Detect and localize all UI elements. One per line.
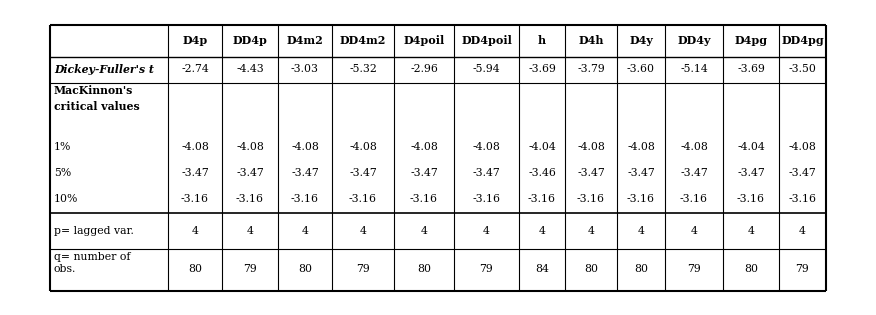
- Text: -3.79: -3.79: [577, 65, 604, 75]
- Text: -4.43: -4.43: [237, 65, 264, 75]
- Text: 80: 80: [634, 265, 648, 274]
- Text: -2.74: -2.74: [181, 65, 208, 75]
- Text: 4: 4: [192, 226, 199, 236]
- Text: D4y: D4y: [629, 35, 653, 46]
- Text: 4: 4: [246, 226, 253, 236]
- Text: -3.16: -3.16: [181, 194, 209, 204]
- Text: -3.50: -3.50: [788, 65, 816, 75]
- Text: 4: 4: [539, 226, 546, 236]
- Text: -3.03: -3.03: [291, 65, 319, 75]
- Text: -3.47: -3.47: [291, 169, 319, 179]
- Text: -3.16: -3.16: [291, 194, 319, 204]
- Text: 1%: 1%: [54, 142, 71, 152]
- Text: -3.47: -3.47: [788, 169, 816, 179]
- Text: 4: 4: [747, 226, 754, 236]
- Text: 84: 84: [535, 265, 549, 274]
- Text: DD4p: DD4p: [232, 35, 267, 46]
- Text: 79: 79: [244, 265, 257, 274]
- Text: -3.47: -3.47: [577, 169, 604, 179]
- Text: -3.16: -3.16: [472, 194, 500, 204]
- Text: -5.14: -5.14: [680, 65, 708, 75]
- Text: 4: 4: [588, 226, 595, 236]
- Text: -3.46: -3.46: [528, 169, 556, 179]
- Text: 4: 4: [359, 226, 366, 236]
- Text: -3.47: -3.47: [181, 169, 208, 179]
- Text: -4.04: -4.04: [737, 142, 765, 152]
- Text: -3.47: -3.47: [473, 169, 500, 179]
- Text: -4.08: -4.08: [236, 142, 264, 152]
- Text: -3.47: -3.47: [627, 169, 655, 179]
- Text: D4poil: D4poil: [403, 35, 445, 46]
- Text: D4m2: D4m2: [286, 35, 323, 46]
- Text: 79: 79: [480, 265, 493, 274]
- Text: critical values: critical values: [54, 101, 140, 112]
- Text: -3.16: -3.16: [528, 194, 556, 204]
- Text: -4.08: -4.08: [788, 142, 816, 152]
- Text: -3.69: -3.69: [737, 65, 765, 75]
- Text: 79: 79: [687, 265, 701, 274]
- Text: -4.08: -4.08: [181, 142, 209, 152]
- Text: DD4y: DD4y: [677, 35, 710, 46]
- Text: 4: 4: [301, 226, 308, 236]
- Text: 4: 4: [638, 226, 645, 236]
- Text: -3.16: -3.16: [236, 194, 264, 204]
- Text: p= lagged var.: p= lagged var.: [54, 226, 134, 236]
- Text: 79: 79: [795, 265, 809, 274]
- Text: -3.16: -3.16: [680, 194, 708, 204]
- Text: -4.04: -4.04: [528, 142, 556, 152]
- Text: -3.47: -3.47: [737, 169, 765, 179]
- Text: q= number of
obs.: q= number of obs.: [54, 253, 131, 274]
- Text: 80: 80: [298, 265, 312, 274]
- Text: 4: 4: [690, 226, 697, 236]
- Text: -4.08: -4.08: [680, 142, 708, 152]
- Text: MacKinnon's: MacKinnon's: [54, 85, 133, 96]
- Text: DD4pg: DD4pg: [781, 35, 823, 46]
- Text: 10%: 10%: [54, 194, 78, 204]
- Text: -4.08: -4.08: [627, 142, 655, 152]
- Text: DD4m2: DD4m2: [340, 35, 386, 46]
- Text: 80: 80: [584, 265, 598, 274]
- Text: -5.94: -5.94: [473, 65, 500, 75]
- Text: -4.08: -4.08: [291, 142, 319, 152]
- Text: -4.08: -4.08: [410, 142, 438, 152]
- Text: -3.16: -3.16: [577, 194, 605, 204]
- Text: -4.08: -4.08: [577, 142, 605, 152]
- Text: D4h: D4h: [578, 35, 604, 46]
- Text: 4: 4: [799, 226, 806, 236]
- Text: -5.32: -5.32: [349, 65, 377, 75]
- Text: D4pg: D4pg: [734, 35, 767, 46]
- Text: 80: 80: [417, 265, 431, 274]
- Text: 80: 80: [188, 265, 202, 274]
- Text: 80: 80: [744, 265, 758, 274]
- Text: DD4poil: DD4poil: [461, 35, 512, 46]
- Text: 79: 79: [357, 265, 370, 274]
- Text: D4p: D4p: [182, 35, 208, 46]
- Text: -3.69: -3.69: [528, 65, 556, 75]
- Text: -3.16: -3.16: [788, 194, 816, 204]
- Text: -2.96: -2.96: [410, 65, 438, 75]
- Text: -4.08: -4.08: [349, 142, 377, 152]
- Text: -3.47: -3.47: [237, 169, 264, 179]
- Text: Dickey-Fuller's t: Dickey-Fuller's t: [54, 64, 154, 75]
- Text: -3.16: -3.16: [349, 194, 377, 204]
- Text: -3.16: -3.16: [737, 194, 765, 204]
- Text: -3.16: -3.16: [627, 194, 655, 204]
- Text: -3.47: -3.47: [410, 169, 438, 179]
- Text: -3.16: -3.16: [410, 194, 438, 204]
- Text: h: h: [538, 35, 546, 46]
- Text: 4: 4: [483, 226, 490, 236]
- Text: -3.60: -3.60: [627, 65, 655, 75]
- Text: -3.47: -3.47: [680, 169, 708, 179]
- Text: -3.47: -3.47: [350, 169, 377, 179]
- Text: 4: 4: [420, 226, 427, 236]
- Text: 5%: 5%: [54, 169, 71, 179]
- Text: -4.08: -4.08: [472, 142, 500, 152]
